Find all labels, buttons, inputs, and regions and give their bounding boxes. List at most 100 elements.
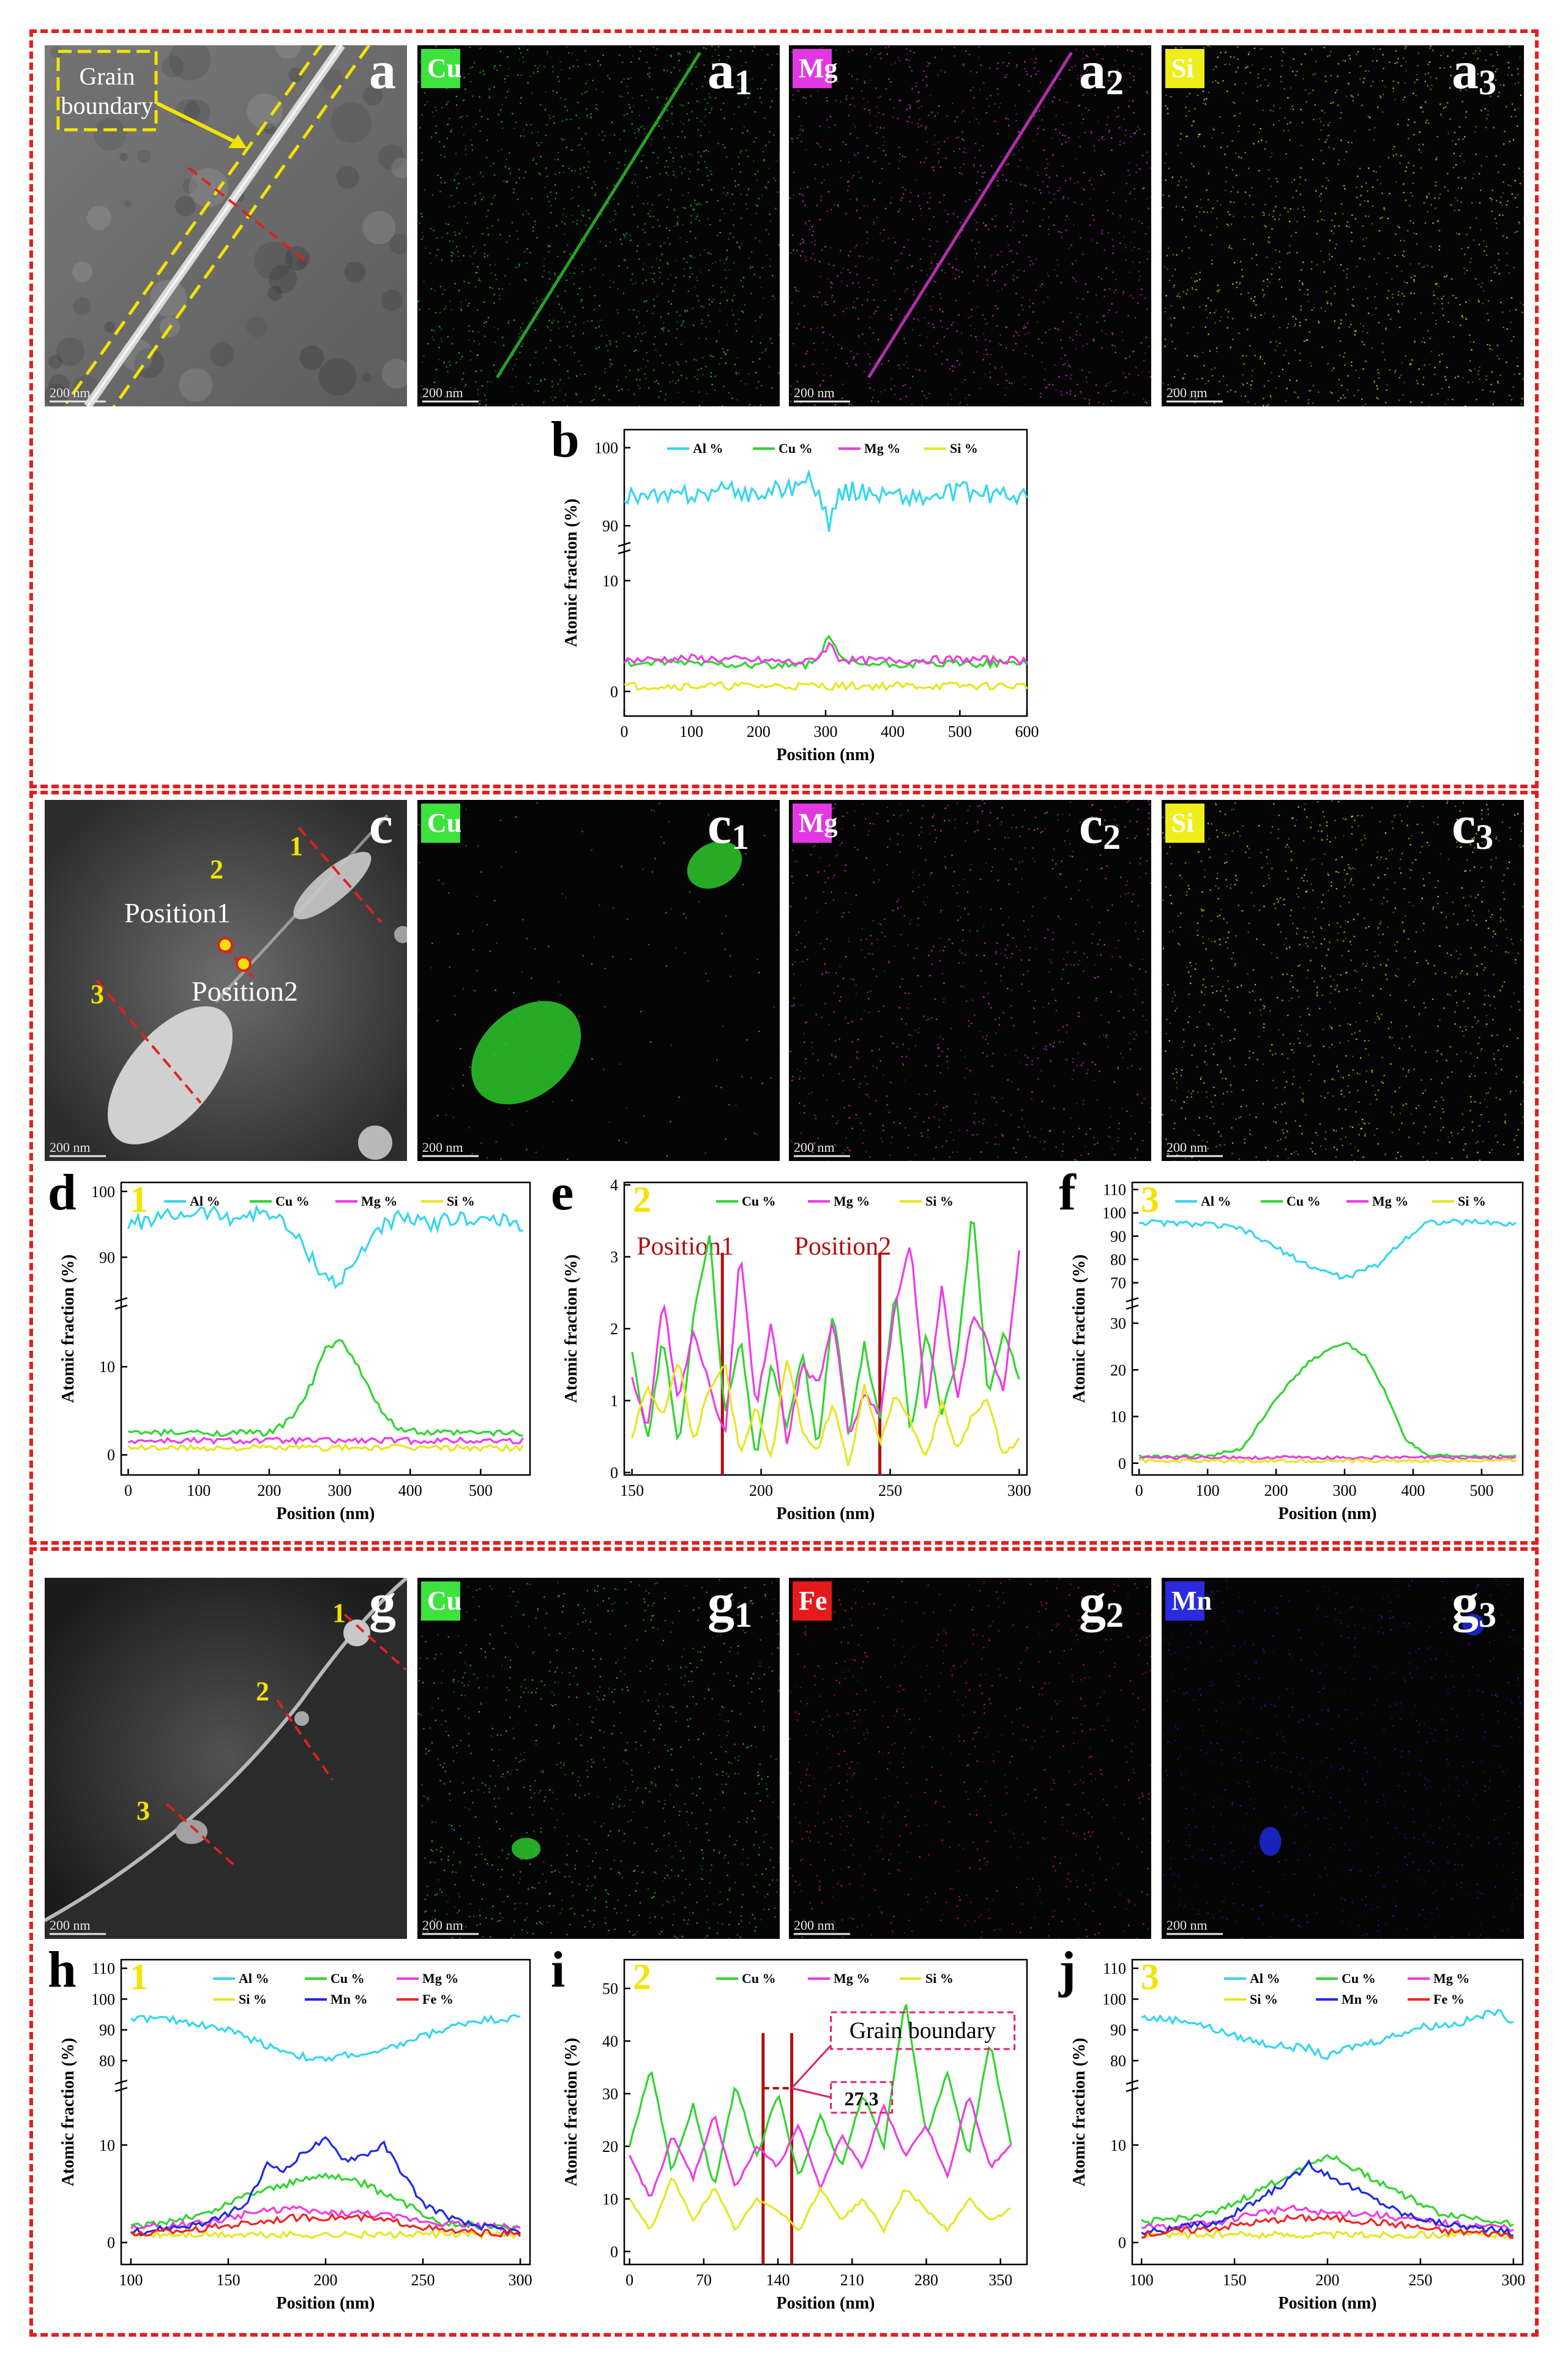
series-line-mg xyxy=(623,641,1028,666)
x-tick-label: 500 xyxy=(1469,1482,1493,1499)
legend-label: Al % xyxy=(190,1193,220,1209)
x-tick-label: 400 xyxy=(1401,1482,1425,1499)
element-label-a1: Cu xyxy=(427,53,461,83)
section-frame-middle xyxy=(29,791,1539,1545)
series-line-si xyxy=(127,1443,524,1452)
x-tick-label: 100 xyxy=(187,1482,211,1499)
grain-boundary-callout xyxy=(830,2011,1016,2050)
section-frame-top xyxy=(29,29,1539,788)
y-tick-label: 100 xyxy=(1102,1990,1126,2008)
y-tick-label: 10 xyxy=(1110,2137,1126,2154)
profile-mark-d: 1 xyxy=(130,1179,148,1220)
chart-svg-h: 80 90 100 110 0 10 100 150 200 250 300 Position (nm… xyxy=(48,1941,532,2313)
legend-label: Mg % xyxy=(1372,1193,1408,1209)
profile-mark-i: 2 xyxy=(633,1957,651,1997)
scale-bar-label-a: 200 nm xyxy=(50,385,91,400)
x-axis-label: Position (nm) xyxy=(777,2294,875,2313)
grain-boundary-note-2: boundary xyxy=(61,92,153,119)
y-tick-label: 90 xyxy=(99,2021,115,2039)
element-tag-g1 xyxy=(421,1581,460,1621)
micrograph-svg-c: 1 2 3 Position1 Position2 c 200 nm xyxy=(45,800,407,1161)
scale-bar-label-c3: 200 nm xyxy=(1167,1140,1208,1155)
panel-label-c: c xyxy=(369,800,393,855)
micrograph-a: Grain boundary a 200 nm xyxy=(45,45,407,406)
y-tick-label: 20 xyxy=(1110,1361,1126,1379)
position2-marker xyxy=(236,956,252,972)
x-tick-label: 140 xyxy=(766,2271,790,2289)
panel-sub-a2: 2 xyxy=(1106,62,1124,102)
x-axis-label: Position (nm) xyxy=(1279,1504,1377,1523)
panel-sub-c1: 1 xyxy=(731,817,749,857)
scale-bar-label-c2: 200 nm xyxy=(794,1140,835,1155)
eds-map-a1: Cu a1 200 nm xyxy=(417,45,780,406)
eds-map-a2: Mg a2 200 nm xyxy=(789,45,1151,406)
element-tag-c3 xyxy=(1165,804,1204,843)
panel-label-b: b xyxy=(551,416,580,468)
y-tick-label: 110 xyxy=(1103,1181,1126,1199)
legend-label: Cu % xyxy=(778,441,813,456)
x-tick-label: 100 xyxy=(679,723,703,741)
gap-callout xyxy=(830,2081,894,2114)
y-tick-label: 0 xyxy=(610,683,618,701)
grain-boundary-box xyxy=(56,50,158,132)
y-tick-label: 4 xyxy=(610,1176,618,1194)
x-tick-label: 280 xyxy=(914,2271,938,2289)
y-tick-label: 90 xyxy=(602,517,618,535)
line-mark-1: 1 xyxy=(332,1598,346,1628)
x-tick-label: 0 xyxy=(625,2271,633,2289)
micrograph-g: 1 2 3 g 200 nm xyxy=(45,1578,407,1939)
series-line-si xyxy=(1141,2230,1514,2241)
x-tick-label: 0 xyxy=(621,723,629,741)
series-line-al xyxy=(1141,2009,1514,2060)
y-tick-label: 1 xyxy=(610,1392,618,1410)
grain-boundary-arrow xyxy=(156,102,242,146)
element-label-g3: Mn xyxy=(1171,1586,1212,1616)
micrograph-svg-a2: Mg a2 200 nm xyxy=(789,45,1151,406)
scale-bar-label-c: 200 nm xyxy=(50,1140,91,1155)
chart-j: 80 90 100 110 0 10 100 150 200 250 300 Position (nm… xyxy=(1047,1941,1536,2332)
element-label-c1: Cu xyxy=(427,808,461,838)
x-tick-label: 100 xyxy=(1196,1482,1220,1499)
eds-map-c1: Cu c1 200 nm xyxy=(417,800,780,1161)
element-tag-c2 xyxy=(793,804,832,843)
x-tick-label: 70 xyxy=(696,2271,712,2289)
scale-bar-label-a1: 200 nm xyxy=(422,385,463,400)
x-tick-label: 200 xyxy=(747,723,771,741)
panel-sub-g3: 3 xyxy=(1479,1595,1496,1635)
panel-label-e: e xyxy=(551,1169,573,1221)
profile-mark-h: 1 xyxy=(130,1957,148,1997)
profile-mark-e: 2 xyxy=(633,1179,651,1220)
panel-label-a: a xyxy=(369,45,396,100)
x-tick-label: 400 xyxy=(881,723,905,741)
series-line-si xyxy=(624,680,1028,692)
micrograph-svg-g: 1 2 3 g 200 nm xyxy=(45,1578,407,1939)
x-tick-label: 200 xyxy=(1264,1482,1288,1499)
legend-label: Mg % xyxy=(834,1971,870,1986)
legend-label: Mn % xyxy=(330,1992,368,2007)
chart-svg-e: 0 1 2 3 4 150 200 250 300 Position (nm) Atomic fra… xyxy=(551,1164,1031,1523)
y-tick-label: 3 xyxy=(610,1249,618,1266)
legend-label: Cu % xyxy=(1286,1193,1321,1209)
y-tick-label: 100 xyxy=(91,1990,115,2008)
x-axis-label: Position (nm) xyxy=(777,1504,875,1523)
x-tick-label: 100 xyxy=(119,2271,143,2289)
legend-label: Si % xyxy=(239,1992,267,2007)
position-marker-label: Position2 xyxy=(794,1233,892,1261)
x-tick-label: 300 xyxy=(1332,1482,1356,1499)
plot-frame-d xyxy=(120,1181,531,1476)
panel-sub-g1: 1 xyxy=(734,1595,752,1635)
y-tick-label: 90 xyxy=(99,1249,115,1266)
element-label-g1: Cu xyxy=(427,1586,461,1616)
panel-label-a3: a3 xyxy=(1452,45,1496,102)
series-line-si xyxy=(629,2177,1012,2234)
element-label-c2: Mg xyxy=(799,808,838,838)
element-tag-a3 xyxy=(1165,49,1204,88)
x-tick-label: 150 xyxy=(216,2271,240,2289)
micrograph-c: 1 2 3 Position1 Position2 c 200 nm xyxy=(45,800,407,1161)
